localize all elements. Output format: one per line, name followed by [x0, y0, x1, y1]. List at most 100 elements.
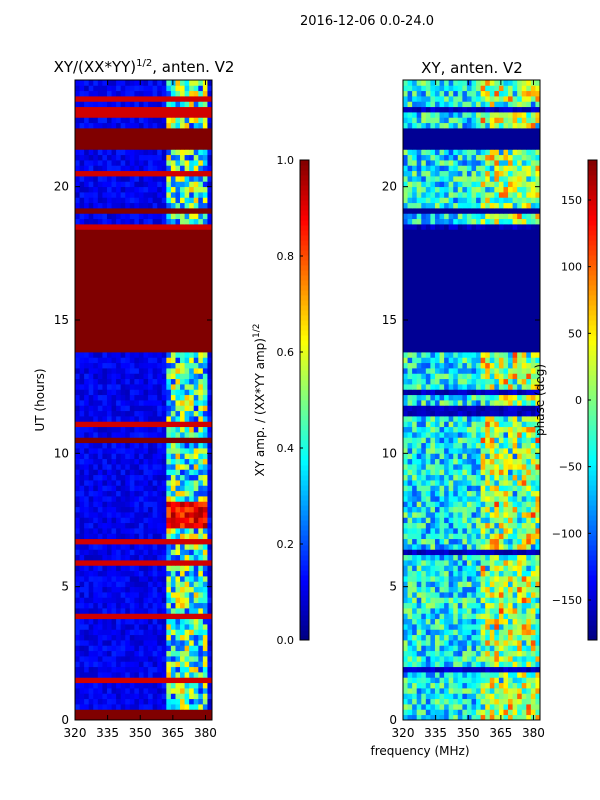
amplitude-heatmap-cell [138, 197, 144, 204]
amplitude-heatmap-cell [202, 490, 208, 497]
amplitude-heatmap-cell [175, 389, 181, 396]
phase-heatmap-cell [498, 597, 504, 604]
amplitude-heatmap-cell [106, 234, 112, 241]
phase-heatmap-cell [448, 592, 454, 598]
amplitude-heatmap-cell [116, 218, 122, 225]
amplitude-heatmap-cell [157, 314, 163, 321]
amplitude-heatmap-cell [143, 709, 149, 716]
amplitude-heatmap-cell [202, 218, 208, 225]
amplitude-heatmap-cell [148, 410, 154, 417]
amplitude-colorbar-segment [300, 200, 309, 206]
amplitude-heatmap-cell [166, 602, 172, 609]
phase-heatmap-cell [430, 538, 436, 545]
amplitude-heatmap-cell [207, 266, 213, 273]
amplitude-heatmap-cell [175, 480, 181, 486]
amplitude-heatmap-cell [193, 170, 199, 177]
phase-heatmap-cell [462, 570, 468, 577]
phase-heatmap-cell [466, 661, 472, 668]
amplitude-heatmap-cell [157, 709, 163, 716]
amplitude-heatmap-cell [175, 352, 181, 358]
amplitude-heatmap-cell [88, 197, 94, 204]
amplitude-heatmap-cell [202, 261, 208, 268]
amplitude-heatmap-cell [75, 410, 80, 417]
amplitude-heatmap-cell [166, 432, 172, 438]
amplitude-heatmap-cell [129, 176, 135, 182]
amplitude-heatmap-cell [143, 453, 149, 460]
amplitude-heatmap-cell [102, 469, 108, 476]
amplitude-heatmap-cell [97, 176, 103, 182]
phase-heatmap-cell [535, 672, 541, 678]
phase-heatmap-cell [430, 650, 436, 657]
amplitude-heatmap-cell [148, 570, 154, 577]
amplitude-colorbar-segment [300, 635, 309, 641]
phase-heatmap-cell [508, 618, 513, 625]
phase-heatmap-cell [476, 661, 482, 668]
amplitude-heatmap-cell [134, 304, 140, 310]
amplitude-heatmap-cell [106, 186, 112, 193]
amplitude-heatmap-cell [193, 586, 199, 593]
amplitude-heatmap-cell [184, 240, 190, 246]
phase-heatmap-cell [412, 592, 418, 598]
amplitude-heatmap-cell [184, 485, 190, 492]
phase-heatmap-cell [471, 597, 477, 604]
phase-heatmap-cell [489, 544, 495, 550]
amplitude-heatmap-cell [79, 314, 85, 321]
amplitude-colorbar-segment [300, 300, 309, 306]
amplitude-heatmap-cell [125, 554, 131, 561]
amplitude-heatmap-cell [116, 160, 122, 166]
amplitude-heatmap-cell [93, 560, 99, 566]
amplitude-heatmap-cell [75, 282, 80, 289]
amplitude-heatmap-cell [175, 250, 181, 257]
amplitude-heatmap-cell [84, 122, 90, 129]
amplitude-heatmap-cell [134, 266, 140, 273]
amplitude-heatmap-cell [106, 154, 112, 161]
amplitude-heatmap-cell [116, 213, 122, 220]
phase-heatmap-cell [457, 576, 463, 582]
amplitude-heatmap-cell [207, 400, 213, 406]
phase-heatmap-cell [457, 688, 463, 694]
amplitude-heatmap-cell [106, 208, 112, 214]
amplitude-heatmap-cell [102, 240, 108, 246]
phase-heatmap-cell [512, 544, 518, 550]
amplitude-heatmap-cell [106, 560, 112, 566]
amplitude-heatmap-cell [180, 597, 185, 604]
amplitude-heatmap-cell [157, 106, 163, 113]
amplitude-heatmap-cell [75, 357, 80, 364]
amplitude-heatmap-cell [166, 448, 172, 454]
amplitude-heatmap-cell [202, 709, 208, 716]
amplitude-heatmap-cell [161, 224, 167, 230]
amplitude-heatmap-cell [161, 496, 167, 502]
amplitude-heatmap-cell [84, 304, 90, 310]
amplitude-heatmap-cell [138, 389, 144, 396]
amplitude-heatmap-cell [166, 453, 172, 460]
amplitude-colorbar-segment [300, 525, 309, 531]
phase-heatmap-cell [476, 528, 482, 534]
amplitude-heatmap-cell [152, 117, 158, 124]
amplitude-heatmap-cell [166, 330, 172, 337]
amplitude-heatmap-cell [198, 474, 204, 481]
phase-heatmap-cell [480, 602, 486, 609]
phase-heatmap-cell [521, 693, 527, 700]
amplitude-heatmap-cell [75, 485, 80, 492]
amplitude-heatmap-cell [102, 592, 108, 598]
amplitude-heatmap-cell [75, 80, 80, 86]
phase-heatmap-cell [508, 704, 513, 710]
amplitude-heatmap-cell [125, 613, 131, 620]
amplitude-heatmap-cell [202, 266, 208, 273]
phase-heatmap-cell [403, 581, 408, 588]
amplitude-heatmap-cell [202, 405, 208, 412]
amplitude-heatmap-cell [125, 496, 131, 502]
amplitude-heatmap-cell [134, 288, 140, 294]
amplitude-heatmap-cell [106, 576, 112, 582]
phase-heatmap-cell [430, 597, 436, 604]
amplitude-heatmap-cell [75, 117, 80, 124]
amplitude-heatmap-cell [161, 581, 167, 588]
amplitude-heatmap-cell [97, 144, 103, 150]
amplitude-heatmap-cell [138, 448, 144, 454]
phase-heatmap-cell [489, 613, 495, 620]
phase-heatmap-cell [526, 698, 532, 705]
amplitude-colorbar-segment [300, 630, 309, 636]
amplitude-heatmap-cell [116, 293, 122, 300]
amplitude-heatmap-cell [134, 618, 140, 625]
amplitude-heatmap-cell [88, 165, 94, 172]
